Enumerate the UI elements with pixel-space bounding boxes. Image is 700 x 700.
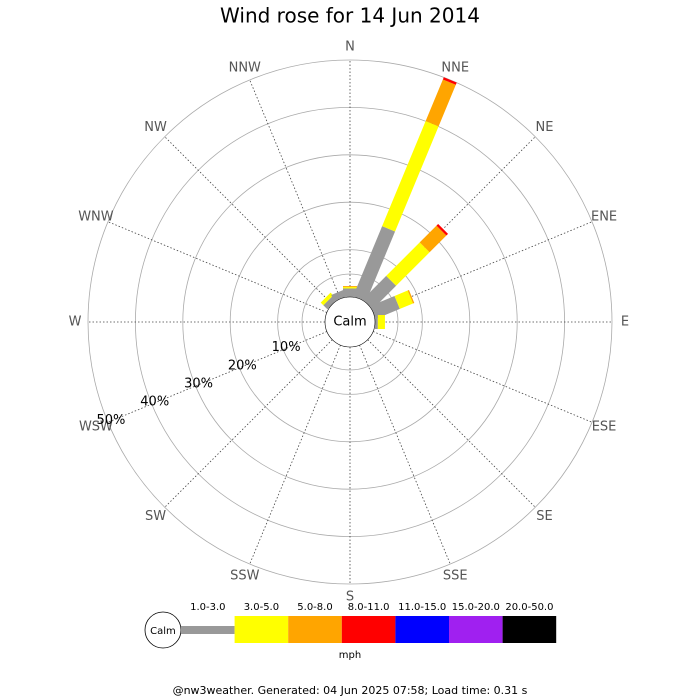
legend-label: 15.0-20.0: [452, 602, 500, 613]
legend-label: 11.0-15.0: [398, 602, 446, 613]
direction-label: SW: [145, 509, 166, 524]
bar-segment: [320, 292, 334, 306]
spoke: [107, 221, 328, 313]
bar-segment: [394, 290, 413, 309]
bar-segment: [362, 275, 397, 310]
legend-swatch: [395, 616, 449, 643]
bar-segment: [442, 77, 457, 85]
r-tick-label: 40%: [140, 395, 169, 410]
calm-circle: [324, 296, 376, 348]
legend-label: 20.0-50.0: [505, 602, 553, 613]
grid-ring: [277, 249, 423, 395]
direction-label: S: [346, 590, 354, 605]
spoke: [367, 339, 536, 508]
r-tick-label: 30%: [184, 376, 213, 391]
legend-swatch: [234, 616, 289, 643]
spoke: [372, 331, 593, 423]
bar-segment: [407, 290, 415, 304]
direction-label: NNE: [441, 60, 469, 75]
direction-label: ESE: [592, 420, 617, 435]
direction-label: E: [621, 315, 629, 330]
spoke: [164, 339, 333, 508]
spoke: [107, 331, 328, 423]
r-tick-label: 20%: [228, 358, 257, 373]
spoke: [249, 344, 341, 565]
unit-label: mph: [339, 650, 361, 661]
bar-segment: [419, 225, 447, 253]
spoke: [249, 79, 341, 300]
legend-swatch: [341, 616, 396, 643]
footer: @nw3weather. Generated: 04 Jun 2025 07:5…: [173, 684, 528, 697]
legend-label: 3.0-5.0: [244, 602, 279, 613]
legend-calm-label: Calm: [150, 626, 176, 637]
legend-swatch: [288, 616, 342, 643]
direction-label: WNW: [78, 209, 114, 224]
spoke: [164, 136, 333, 305]
direction-label: N: [345, 40, 355, 55]
bar-segment: [425, 79, 456, 127]
direction-label: ENE: [591, 209, 617, 224]
legend-label: 1.0-3.0: [190, 602, 225, 613]
direction-label: SE: [536, 509, 552, 524]
bar-segment: [436, 223, 449, 236]
direction-label: NNW: [229, 60, 261, 75]
legend-swatch: [449, 616, 503, 643]
legend-label: 5.0-8.0: [297, 602, 332, 613]
direction-label: NW: [144, 120, 167, 135]
bar-segment: [353, 226, 396, 302]
bar-segment: [331, 289, 347, 302]
spoke: [359, 344, 451, 565]
grid-ring: [301, 273, 399, 371]
grid-ring: [182, 154, 518, 490]
direction-label: SSE: [443, 569, 468, 584]
r-tick-label: 10%: [272, 340, 301, 355]
calm-label: Calm: [333, 315, 366, 330]
direction-label: W: [69, 315, 82, 330]
bar-segment: [323, 295, 338, 310]
chart-title: Wind rose for 14 Jun 2014: [220, 4, 480, 28]
bar-segment: [382, 121, 439, 232]
direction-label: SSW: [230, 569, 260, 584]
legend-label: 8.0-11.0: [348, 602, 390, 613]
bar-segment: [370, 295, 400, 319]
grid-ring: [87, 59, 613, 585]
direction-label: NE: [535, 120, 553, 135]
direction-label: WSW: [79, 420, 113, 435]
legend-swatch: [502, 616, 557, 643]
r-tick-label: 50%: [96, 413, 125, 428]
bar-segment: [386, 242, 430, 286]
legend-swatch: [181, 626, 235, 634]
